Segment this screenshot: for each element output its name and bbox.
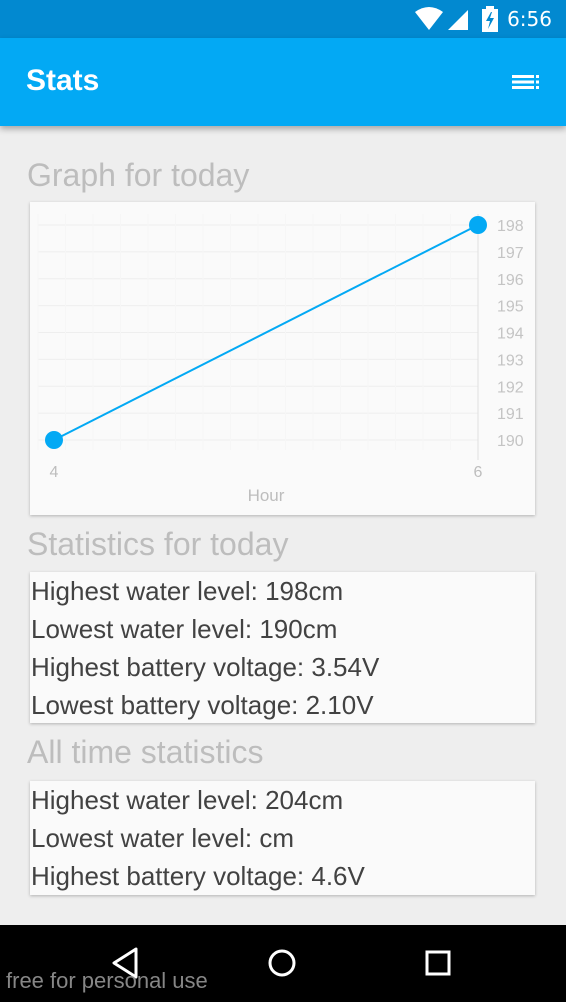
- line-chart: 190 191 192 193 194 195 196 197 198 4 6 Hour: [37, 214, 524, 505]
- nav-bar: [0, 925, 566, 1002]
- y-tick-label: 197: [497, 245, 524, 262]
- signal-icon: [448, 10, 468, 30]
- status-bar: 6:56: [0, 0, 566, 38]
- app-bar: Stats: [0, 38, 566, 126]
- wifi-icon: [415, 7, 443, 30]
- all-time-stats-title: All time statistics: [27, 734, 264, 770]
- x-axis-label: Hour: [248, 486, 285, 505]
- today-lowest-voltage: Lowest battery voltage: 2.10V: [31, 690, 374, 720]
- watermark: free for personal use: [6, 968, 208, 993]
- y-tick-label: 190: [497, 433, 524, 450]
- today-stats-title: Statistics for today: [27, 526, 289, 562]
- y-tick-label: 198: [497, 218, 524, 235]
- home-icon[interactable]: [262, 943, 302, 983]
- chart-card: 190 191 192 193 194 195 196 197 198 4 6 Hour: [30, 202, 535, 515]
- today-lowest-water: Lowest water level: 190cm: [31, 614, 338, 644]
- y-tick-label: 193: [497, 352, 524, 369]
- all-time-stats-card: Highest water level: 204cm Lowest water …: [30, 781, 535, 895]
- today-highest-voltage: Highest battery voltage: 3.54V: [31, 652, 380, 682]
- y-tick-label: 196: [497, 272, 524, 289]
- x-tick-label: 6: [474, 464, 483, 481]
- recents-icon[interactable]: [418, 943, 458, 983]
- back-icon[interactable]: [106, 943, 146, 983]
- graph-section-title: Graph for today: [27, 157, 250, 193]
- data-point: [45, 431, 63, 449]
- y-tick-label: 195: [497, 299, 524, 316]
- all-time-lowest-water: Lowest water level: cm: [31, 823, 294, 853]
- all-time-highest-voltage: Highest battery voltage: 4.6V: [31, 861, 365, 891]
- battery-charging-icon: [482, 6, 498, 32]
- data-point: [469, 216, 487, 234]
- status-time: 6:56: [507, 7, 552, 31]
- x-tick-label: 4: [50, 464, 59, 481]
- app-title: Stats: [26, 64, 100, 97]
- today-highest-water: Highest water level: 198cm: [31, 576, 344, 606]
- all-time-highest-water: Highest water level: 204cm: [31, 785, 344, 815]
- list-menu-icon[interactable]: [508, 68, 544, 96]
- y-tick-label: 192: [497, 379, 524, 396]
- series-line: [53, 224, 479, 441]
- y-tick-label: 194: [497, 326, 524, 343]
- y-tick-label: 191: [497, 406, 524, 423]
- today-stats-card: Highest water level: 198cm Lowest water …: [30, 572, 535, 723]
